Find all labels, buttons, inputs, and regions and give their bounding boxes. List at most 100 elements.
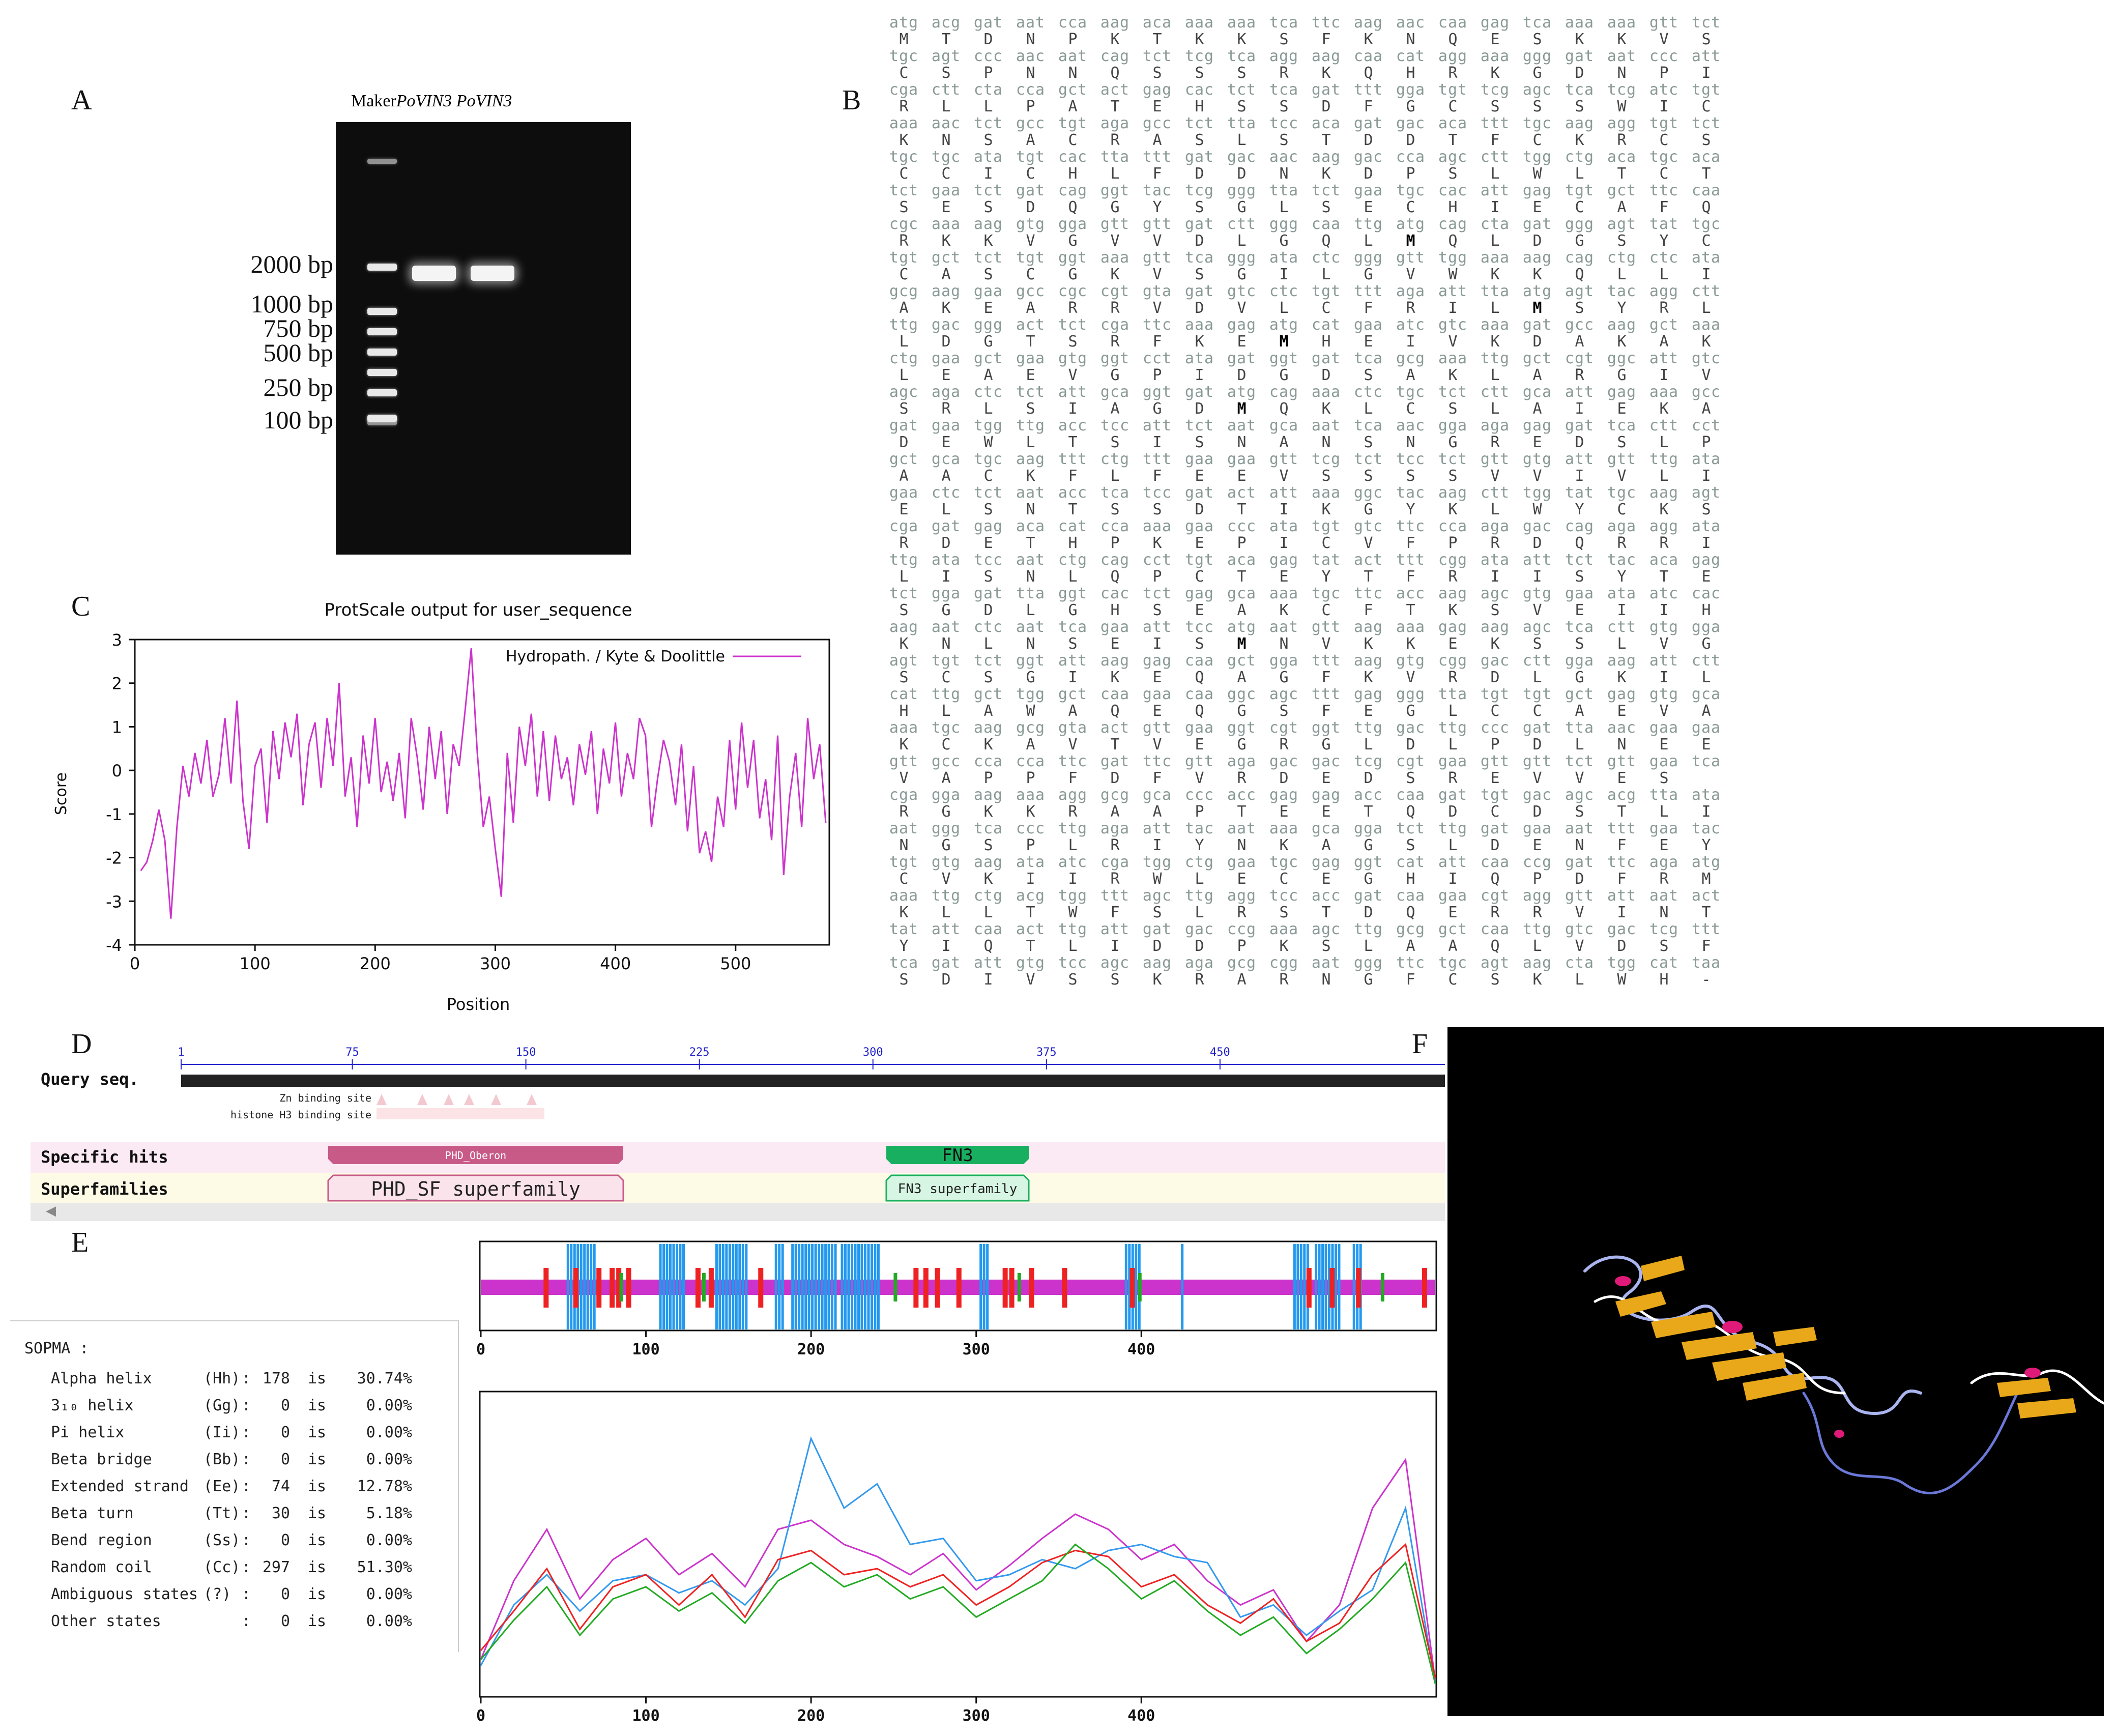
codon-row: aaa ttg ctg acg tgg ttt agc ttg agg tcc acc gat caa g… — [883, 887, 1921, 904]
codon: atg — [1396, 215, 1426, 233]
helix-mark — [745, 1244, 748, 1329]
codon: gag — [1691, 551, 1721, 569]
codon: gaa — [1438, 887, 1468, 905]
amino-acid: L — [1617, 635, 1627, 653]
scroll-left-arrow-icon[interactable]: ◀ — [46, 1203, 56, 1219]
codon: gat — [1353, 114, 1383, 132]
helix-mark — [781, 1244, 784, 1329]
codon: aaa — [1227, 14, 1257, 32]
hydropathy-line — [140, 648, 827, 919]
amino-acid: E — [1195, 601, 1204, 619]
amino-acid: R — [899, 803, 909, 821]
codon: ata — [1269, 249, 1299, 267]
ruler-tick-label: 450 — [1210, 1046, 1230, 1059]
amino-acid: S — [1026, 400, 1035, 418]
codon: cca — [1100, 517, 1130, 535]
codon: gag — [1353, 685, 1383, 703]
codon: aag — [1016, 450, 1046, 468]
phd-oberon-label: PHD_Oberon — [445, 1149, 506, 1162]
codon: aga — [1184, 954, 1214, 972]
codon: att — [973, 954, 1003, 972]
codon: aga — [1649, 853, 1679, 871]
profile-tick-label: 300 — [963, 1707, 990, 1725]
codon: ctt — [1522, 652, 1552, 670]
codon: gtc — [1438, 316, 1468, 334]
amino-acid: R — [1659, 870, 1669, 888]
amino-acid: E — [1237, 467, 1247, 485]
codon: gcg — [1227, 954, 1257, 972]
amino-acid: Y — [1406, 501, 1415, 518]
amino-acid: I — [1701, 266, 1711, 283]
codon: ttg — [931, 887, 961, 905]
codon: acg — [931, 14, 961, 32]
amino-acid: Y — [1152, 198, 1162, 216]
codon: tct — [1184, 417, 1214, 435]
codon-row: agt tgt tct ggt att aag gag caa gct gga ttt aag gtg c… — [883, 652, 1921, 669]
codon: cca — [1396, 148, 1426, 166]
phd-sf-superfamily-hit[interactable] — [327, 1174, 624, 1202]
codon: ttt — [1353, 81, 1383, 99]
codon: gat — [973, 585, 1003, 602]
panel-label-f: F — [1412, 1028, 1428, 1060]
codon: aag — [973, 786, 1003, 804]
fn3-hit[interactable] — [886, 1146, 1029, 1164]
codon: atc — [1649, 585, 1679, 602]
helix-mark — [679, 1244, 682, 1329]
amino-acid: K — [983, 232, 993, 250]
codon: ccc — [1649, 47, 1679, 65]
strand-mark — [956, 1268, 962, 1308]
codon: aat — [931, 618, 961, 636]
codon: tct — [1691, 114, 1721, 132]
phd-oberon-hit[interactable] — [328, 1146, 623, 1164]
helix-mark — [1299, 1244, 1302, 1329]
codon: acc — [1058, 484, 1088, 502]
profile-tick-label: 0 — [476, 1707, 485, 1725]
amino-acid: K — [1321, 501, 1331, 518]
x-tick-label: 200 — [360, 954, 391, 973]
helix-mark — [1124, 1244, 1127, 1329]
codon: cag — [1564, 517, 1595, 535]
amino-acid: E — [1026, 366, 1035, 384]
amino-acid: N — [1237, 836, 1247, 854]
amino-acid: P — [1068, 31, 1078, 48]
amino-acid: L — [1026, 433, 1035, 451]
codon: gaa — [1649, 719, 1679, 737]
codon-row: tct gaa tct gat cag ggt tac tcg ggg tta tct gaa tgc c… — [883, 182, 1921, 199]
amino-acid: S — [1279, 904, 1289, 921]
amino-acid: Q — [1490, 870, 1500, 888]
amino-acid: R — [1659, 534, 1669, 552]
amino-acid: Y — [1195, 836, 1204, 854]
sopma-colon: : — [242, 1558, 251, 1576]
codon: tct — [1691, 14, 1721, 32]
amino-acid: M — [1406, 232, 1415, 250]
amino-acid: I — [1617, 601, 1627, 619]
sopma-pct: 5.18% — [366, 1504, 412, 1522]
amino-acid: R — [1110, 836, 1120, 854]
helix-mark — [580, 1244, 583, 1329]
cdd-domain-panel: ◀ 1 75 150 225 300 375 450 Query seq. Zn bindi… — [31, 1046, 1445, 1221]
codon: tgg — [1607, 954, 1637, 972]
codon: tct — [973, 182, 1003, 199]
amino-acid: D — [899, 433, 909, 451]
scroll-track[interactable] — [31, 1203, 1445, 1221]
codon: atg — [1691, 853, 1721, 871]
codon: tca — [1564, 618, 1595, 636]
codon: gaa — [1438, 753, 1468, 770]
amino-acid: Q — [983, 937, 993, 955]
amino-acid: E — [1152, 98, 1162, 115]
amino-acid: N — [1575, 836, 1584, 854]
codon: tct — [1438, 383, 1468, 401]
amino-acid: K — [1490, 266, 1500, 283]
codon: gca — [1311, 820, 1341, 837]
amino-acid: G — [1110, 198, 1120, 216]
codon: ttc — [1142, 316, 1172, 334]
codon: gat — [1480, 820, 1510, 837]
amino-acid: S — [1195, 131, 1204, 149]
amino-acid: S — [1701, 501, 1711, 518]
fn3-superfamily-hit[interactable] — [885, 1174, 1030, 1202]
x-tick-label: 100 — [240, 954, 271, 973]
amino-acid: G — [1068, 601, 1078, 619]
amino-acid: A — [1237, 601, 1247, 619]
codon: tcg — [1311, 450, 1341, 468]
